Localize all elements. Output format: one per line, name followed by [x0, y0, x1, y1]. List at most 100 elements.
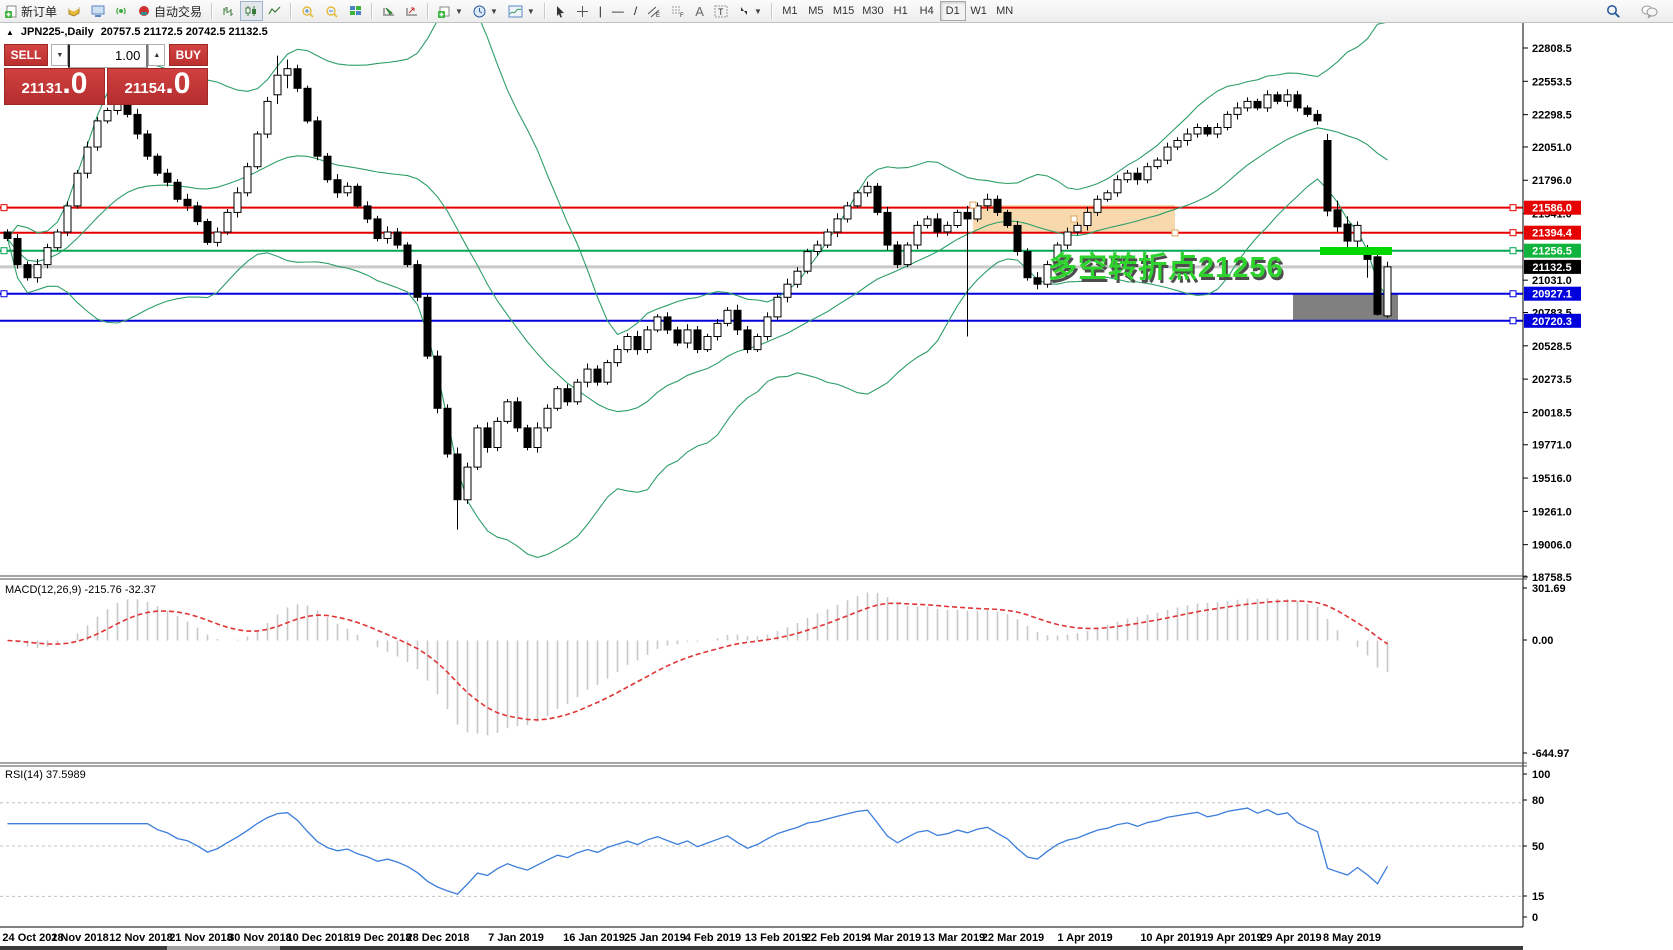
date-axis-label: 10 Dec 2018 [287, 932, 350, 944]
timeframe-m15-button[interactable]: M15 [829, 1, 858, 21]
arrows-button[interactable]: ▼ [733, 1, 767, 21]
bar-chart-button[interactable] [217, 1, 240, 21]
chart-shift-button[interactable] [400, 1, 423, 21]
date-axis-label: 13 Mar 2019 [923, 932, 985, 944]
cursor-button[interactable] [550, 1, 571, 21]
pivot-highlight-bar [1320, 247, 1392, 255]
timeframe-h1-button[interactable]: H1 [888, 1, 914, 21]
date-axis-label: 13 Feb 2019 [745, 932, 807, 944]
toolbar-separator [290, 3, 293, 19]
terminal-button[interactable] [86, 1, 110, 21]
price-axis-tick: 19771.0 [1532, 440, 1572, 452]
search-button[interactable] [1601, 1, 1626, 21]
price-axis-tick: 20528.5 [1532, 341, 1572, 353]
svg-text:20927.1: 20927.1 [1532, 289, 1572, 301]
templates-button[interactable]: ▼ [503, 1, 540, 21]
macd-panel [7, 592, 1389, 736]
date-axis-label: 4 Mar 2019 [865, 932, 921, 944]
text-button[interactable]: A [690, 1, 709, 21]
price-axis-tick: 22808.5 [1532, 43, 1572, 55]
svg-text:21586.0: 21586.0 [1532, 203, 1572, 215]
timeframe-h4-button[interactable]: H4 [914, 1, 940, 21]
triangle-down-icon: ▼ [56, 51, 64, 59]
vertical-line-button[interactable]: | [594, 1, 607, 21]
chart-annotation[interactable]: 多空转折点21256 [1048, 252, 1284, 284]
chart-shift-icon [406, 7, 418, 16]
auto-trading-icon [139, 6, 150, 16]
buy-button[interactable]: BUY [168, 44, 208, 66]
sell-price-main: 21131 [21, 80, 63, 97]
date-axis-label: 1 Apr 2019 [1057, 932, 1112, 944]
date-axis-label: 12 Nov 2018 [109, 932, 173, 944]
tile-windows-button[interactable] [344, 1, 367, 21]
sell-price[interactable]: 21131 .0 [4, 68, 105, 105]
collapse-triangle-icon[interactable]: ▲ [6, 27, 14, 37]
selection-handle [1171, 229, 1179, 237]
date-axis-label: 16 Jan 2019 [563, 932, 625, 944]
price-axis-tick: 19006.0 [1532, 540, 1572, 552]
timeframe-m5-button[interactable]: M5 [803, 1, 829, 21]
volume-increase-button[interactable]: ▲ [148, 44, 166, 66]
bollinger-band-line [6, 178, 1388, 558]
timeframe-m1-button[interactable]: M1 [777, 1, 803, 21]
volume-decrease-button[interactable]: ▼ [51, 44, 69, 66]
rsi-axis-tick: 0 [1532, 912, 1538, 924]
indicators-button[interactable]: ▼ [433, 1, 468, 21]
auto-scroll-button[interactable] [377, 1, 400, 21]
date-axis-label: 19 Apr 2019 [1201, 932, 1262, 944]
horizontal-line-icon: — [611, 4, 624, 18]
zoom-out-button[interactable] [320, 1, 344, 21]
candlestick-chart-button[interactable] [240, 1, 264, 21]
rsi-panel [0, 802, 1523, 897]
candles [3, 55, 1392, 530]
signals-button[interactable] [110, 1, 133, 21]
auto-trading-label: 自动交易 [154, 4, 203, 19]
date-axis-label: 10 Apr 2019 [1140, 932, 1201, 944]
indicator-axes: 301.69 0.00 -644.97 100 80 50 15 0 [1523, 583, 1569, 924]
selection-handle [969, 201, 977, 209]
price-axis-tick: 21796.0 [1532, 175, 1572, 187]
toolbar-separator [211, 3, 214, 19]
trendline-icon: / [633, 4, 638, 18]
zoom-in-icon [302, 5, 314, 18]
volume-input[interactable] [68, 44, 149, 68]
svg-text:21256.5: 21256.5 [1532, 246, 1572, 258]
periods-button[interactable]: ▼ [468, 1, 503, 21]
crosshair-button[interactable] [571, 1, 594, 21]
timeframe-w1-button[interactable]: W1 [966, 1, 992, 21]
chat-button[interactable] [1636, 1, 1663, 21]
buy-price-main: 21154 [124, 80, 166, 97]
svg-text:21394.4: 21394.4 [1532, 228, 1573, 240]
timeframe-d1-button[interactable]: D1 [939, 1, 966, 21]
date-axis-label: 29 Apr 2019 [1260, 932, 1321, 944]
market-watch-button[interactable] [62, 1, 86, 21]
date-axis-label: 30 Nov 2018 [228, 932, 292, 944]
equidistant-channel-button[interactable]: E [642, 1, 666, 21]
new-order-label: 新订单 [21, 4, 58, 19]
timeframe-mn-button[interactable]: MN [992, 1, 1018, 21]
rsi-line [7, 807, 1389, 895]
trendline-button[interactable]: / [629, 1, 642, 21]
timeframe-m30-button[interactable]: M30 [858, 1, 887, 21]
price-badge [1524, 313, 1581, 328]
candlestick-chart-icon [245, 6, 257, 16]
macd-signal-line [7, 600, 1388, 721]
toolbar-separator [770, 3, 773, 19]
sell-button[interactable]: SELL [4, 44, 48, 66]
horizontal-line-button[interactable]: — [607, 1, 629, 21]
line-chart-button[interactable] [263, 1, 286, 21]
add-indicator-icon [438, 6, 450, 18]
toolbar-separator [543, 3, 546, 19]
fibonacci-button[interactable]: F [666, 1, 690, 21]
line-chart-icon [268, 6, 281, 15]
auto-trading-button[interactable]: 自动交易 [133, 1, 207, 21]
new-order-button[interactable]: 新订单 [0, 1, 62, 21]
text-label-button[interactable]: T [709, 1, 733, 21]
buy-price[interactable]: 21154 .0 [107, 68, 208, 105]
svg-text:21132.5: 21132.5 [1532, 262, 1571, 274]
zoom-in-button[interactable] [296, 1, 320, 21]
price-axis-tick: 22051.0 [1532, 142, 1572, 154]
price-axis-tick: 21031.0 [1532, 275, 1572, 287]
